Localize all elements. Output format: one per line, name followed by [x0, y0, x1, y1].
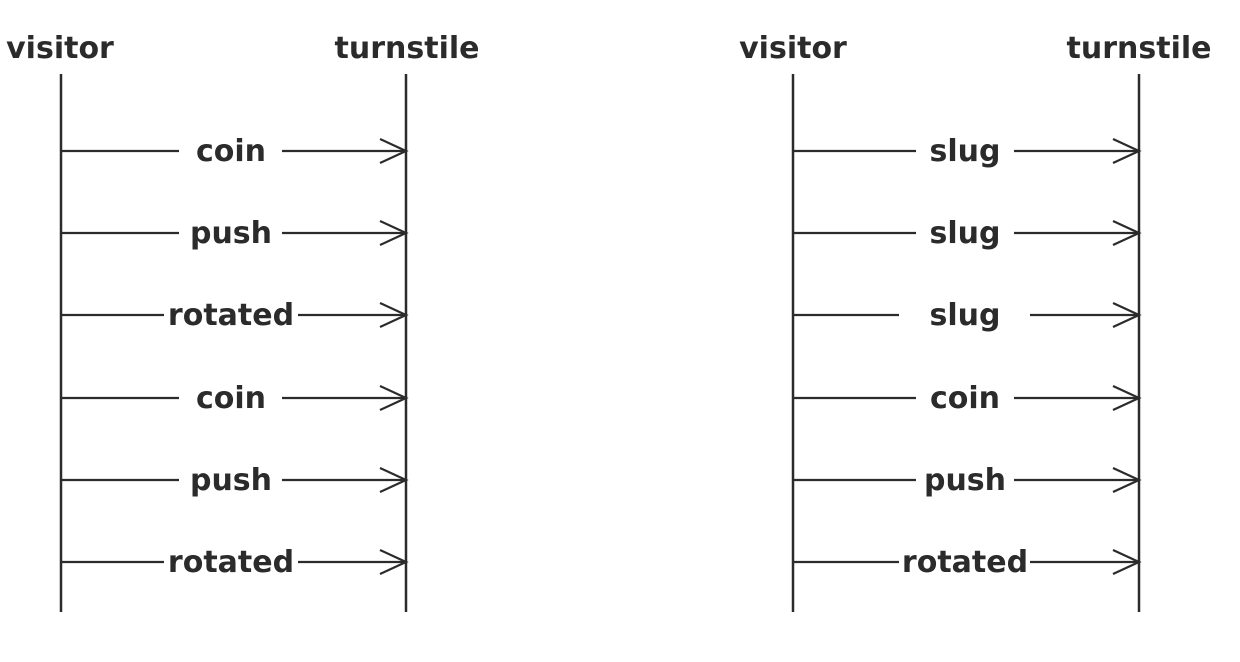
participant-visitor-label: visitor — [739, 31, 847, 66]
arrowhead — [379, 467, 409, 493]
message-label: push — [924, 463, 1006, 498]
sequence-diagram-right: visitor turnstile slug slug slug — [739, 31, 1211, 612]
message-2: push — [61, 216, 409, 251]
arrowhead — [379, 302, 409, 328]
message-3: slug — [793, 298, 1142, 333]
message-5: push — [61, 463, 409, 498]
message-label: coin — [930, 381, 1000, 416]
message-label: slug — [930, 298, 1001, 333]
message-label: slug — [930, 134, 1001, 169]
message-label: rotated — [168, 545, 294, 580]
arrowhead — [379, 549, 409, 575]
participant-turnstile-label: turnstile — [335, 31, 480, 66]
message-3: rotated — [61, 298, 409, 333]
arrowhead — [379, 220, 409, 246]
message-6: rotated — [61, 545, 409, 580]
message-4: coin — [793, 381, 1142, 416]
message-list: coin push rotated coin — [61, 134, 409, 580]
arrowhead — [1112, 385, 1142, 411]
arrowhead — [1112, 138, 1142, 164]
sequence-diagram-left: visitor turnstile coin push rotated — [6, 31, 479, 612]
message-label: rotated — [168, 298, 294, 333]
participant-turnstile-label: turnstile — [1067, 31, 1212, 66]
arrowhead — [379, 385, 409, 411]
arrowhead — [1112, 467, 1142, 493]
message-1: slug — [793, 134, 1142, 169]
arrowhead — [379, 138, 409, 164]
message-label: rotated — [902, 545, 1028, 580]
message-5: push — [793, 463, 1142, 498]
participant-visitor-label: visitor — [6, 31, 114, 66]
message-1: coin — [61, 134, 409, 169]
message-label: coin — [196, 134, 266, 169]
message-list: slug slug slug coin — [793, 134, 1142, 580]
message-6: rotated — [793, 545, 1142, 580]
arrowhead — [1112, 549, 1142, 575]
message-4: coin — [61, 381, 409, 416]
message-label: push — [190, 216, 272, 251]
message-2: slug — [793, 216, 1142, 251]
arrowhead — [1112, 220, 1142, 246]
message-label: slug — [930, 216, 1001, 251]
arrowhead — [1112, 302, 1142, 328]
message-label: coin — [196, 381, 266, 416]
message-label: push — [190, 463, 272, 498]
